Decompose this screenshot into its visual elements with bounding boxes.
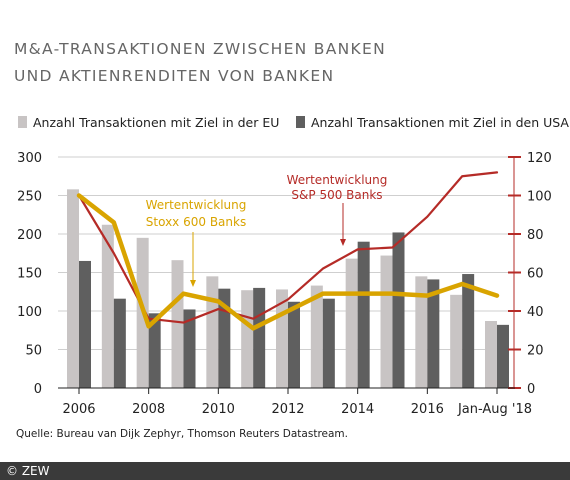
y-left-tick-label: 0 bbox=[34, 382, 42, 397]
copyright-text: © ZEW bbox=[6, 464, 50, 478]
bar-usa bbox=[392, 232, 405, 388]
bar-usa bbox=[357, 241, 370, 388]
annotation-stoxx-arrowhead bbox=[190, 280, 196, 287]
legend-swatch-eu bbox=[18, 116, 27, 128]
y-right-tick-label: 0 bbox=[527, 382, 535, 397]
bar-usa bbox=[253, 287, 266, 388]
bars-group bbox=[67, 189, 509, 388]
bar-eu bbox=[241, 290, 254, 388]
bar-eu bbox=[450, 294, 463, 388]
legend-label-usa: Anzahl Transaktionen mit Ziel in den USA bbox=[311, 115, 569, 130]
y-left-tick-label: 150 bbox=[17, 267, 42, 282]
y-right-tick-label: 120 bbox=[527, 151, 552, 166]
x-tick-label: 2012 bbox=[271, 402, 304, 417]
title-line-1: M&A-TRANSAKTIONEN ZWISCHEN BANKEN bbox=[14, 40, 386, 58]
bar-eu bbox=[485, 321, 497, 388]
source-note: Quelle: Bureau van Dijk Zephyr, Thomson … bbox=[16, 428, 348, 440]
annotation-sp500-arrowhead bbox=[340, 239, 346, 246]
bar-usa bbox=[322, 298, 335, 388]
bar-usa bbox=[183, 309, 196, 388]
x-tick-label: 2006 bbox=[62, 402, 95, 417]
bar-eu bbox=[310, 285, 323, 388]
legend-item-usa: Anzahl Transaktionen mit Ziel in den USA bbox=[296, 115, 569, 130]
bar-eu bbox=[171, 260, 184, 388]
bar-usa bbox=[79, 260, 91, 388]
y-right-tick-label: 80 bbox=[527, 228, 544, 243]
bar-eu bbox=[345, 258, 358, 388]
lines-group bbox=[76, 171, 500, 331]
bar-usa bbox=[462, 274, 475, 388]
y-left-tick-label: 100 bbox=[17, 305, 42, 320]
annotation-sp500-line2: S&P 500 Banks bbox=[291, 188, 382, 202]
chart-title: M&A-TRANSAKTIONEN ZWISCHEN BANKEN UND AK… bbox=[14, 36, 386, 90]
footer-bar: © ZEW bbox=[0, 462, 570, 480]
y-right-tick-label: 60 bbox=[527, 267, 544, 282]
y-right-tick-label: 100 bbox=[527, 190, 552, 205]
y-left-tick-label: 50 bbox=[25, 344, 42, 359]
legend-item-eu: Anzahl Transaktionen mit Ziel in der EU bbox=[18, 115, 279, 130]
bar-eu bbox=[101, 224, 114, 388]
legend-swatch-usa bbox=[296, 116, 305, 128]
axes-group: 0 50 100 150 200 250 300 0 20 40 60 80 100 120 2006 200… bbox=[17, 151, 552, 417]
annotation-stoxx-line2: Stoxx 600 Banks bbox=[146, 215, 246, 229]
x-tick-label: 2008 bbox=[132, 402, 165, 417]
title-line-2: UND AKTIENRENDITEN VON BANKEN bbox=[14, 67, 335, 85]
y-left-tick-label: 300 bbox=[17, 151, 42, 166]
bar-usa bbox=[497, 324, 509, 388]
bar-eu bbox=[415, 276, 428, 388]
bar-usa bbox=[288, 301, 300, 388]
bar-eu bbox=[67, 189, 79, 388]
x-tick-label: 2014 bbox=[341, 402, 374, 417]
legend-label-eu: Anzahl Transaktionen mit Ziel in der EU bbox=[33, 115, 280, 130]
bar-usa bbox=[113, 298, 126, 388]
y-left-tick-label: 250 bbox=[17, 190, 42, 205]
bar-usa bbox=[148, 313, 161, 388]
y-right-tick-label: 40 bbox=[527, 305, 544, 320]
annotations-group: Wertentwicklung S&P 500 Banks Wertentwic… bbox=[146, 173, 388, 287]
y-left-tick-label: 200 bbox=[17, 228, 42, 243]
x-tick-label: Jan-Aug '18 bbox=[457, 402, 532, 417]
bar-eu bbox=[380, 255, 393, 388]
annotation-stoxx-line1: Wertentwicklung bbox=[146, 198, 247, 212]
bar-usa bbox=[218, 288, 231, 388]
bar-eu bbox=[206, 276, 219, 388]
x-tick-label: 2016 bbox=[411, 402, 444, 417]
annotation-sp500-line1: Wertentwicklung bbox=[287, 173, 388, 187]
chart-area: 0 50 100 150 200 250 300 0 20 40 60 80 100 120 2006 200… bbox=[17, 151, 552, 417]
line-sp500-banks bbox=[77, 171, 499, 324]
line-stoxx600-banks bbox=[76, 193, 500, 331]
bar-usa bbox=[427, 279, 440, 388]
y-right-tick-label: 20 bbox=[527, 344, 544, 359]
x-tick-label: 2010 bbox=[202, 402, 235, 417]
